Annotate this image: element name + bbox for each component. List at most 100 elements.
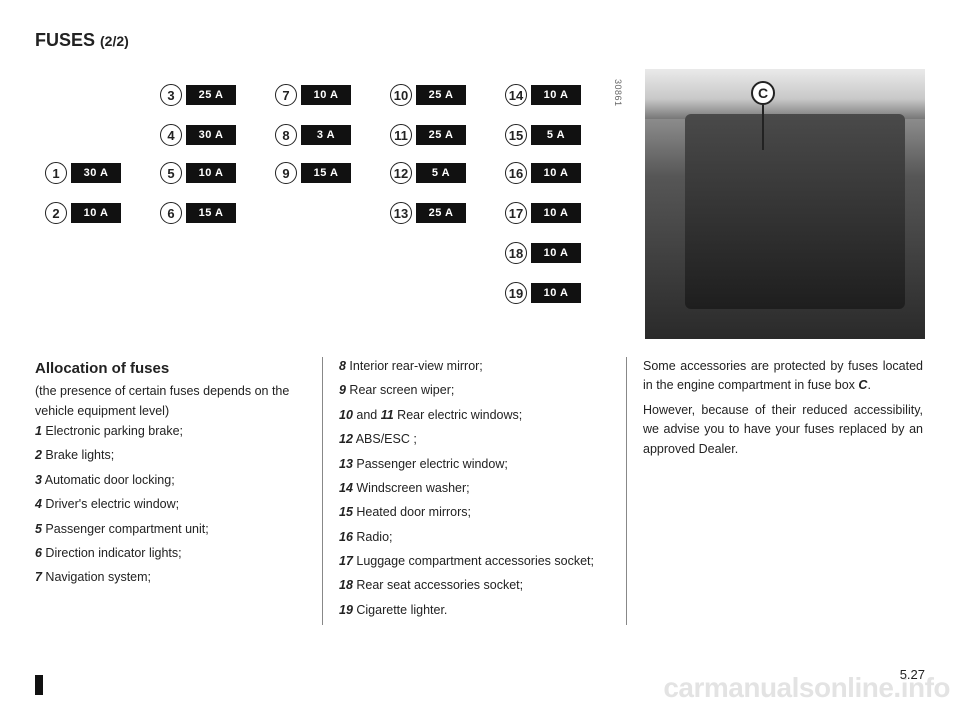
fuse-number-circle: 9 xyxy=(275,162,297,184)
fuse-desc-line: 9 Rear screen wiper; xyxy=(339,381,616,400)
fuse-item: 1025 A xyxy=(390,84,466,106)
content-row: 30861 130 A210 A325 A430 A510 A615 A710 … xyxy=(35,69,925,339)
callout-c-line xyxy=(762,105,764,150)
callout-c: C xyxy=(751,81,775,105)
engine-inner xyxy=(685,114,905,309)
fuse-amp-box: 30 A xyxy=(71,163,121,183)
fuse-amp-box: 10 A xyxy=(531,163,581,183)
fuse-number-circle: 1 xyxy=(45,162,67,184)
fuse-number-circle: 19 xyxy=(505,282,527,304)
fuse-desc-line: 4 Driver's electric window; xyxy=(35,495,312,514)
fuse-amp-box: 25 A xyxy=(416,203,466,223)
col3-p1: Some accessories are protected by fuses … xyxy=(643,357,923,396)
title-main: FUSES xyxy=(35,30,100,50)
fuse-item: 510 A xyxy=(160,162,236,184)
fuse-number-circle: 6 xyxy=(160,202,182,224)
engine-hood xyxy=(645,69,925,119)
fuse-amp-box: 15 A xyxy=(301,163,351,183)
fuse-number-circle: 5 xyxy=(160,162,182,184)
fuse-item: 1325 A xyxy=(390,202,466,224)
manual-page: FUSES (2/2) 30861 130 A210 A325 A430 A51… xyxy=(0,0,960,710)
fuse-desc-line: 2 Brake lights; xyxy=(35,446,312,465)
fuse-desc-line: 18 Rear seat accessories socket; xyxy=(339,576,616,595)
fuse-amp-box: 5 A xyxy=(531,125,581,145)
fuse-number-circle: 17 xyxy=(505,202,527,224)
fuse-item: 325 A xyxy=(160,84,236,106)
column-2: 8 Interior rear-view mirror; 9 Rear scree… xyxy=(339,357,627,625)
fuse-amp-box: 3 A xyxy=(301,125,351,145)
fuse-amp-box: 10 A xyxy=(531,203,581,223)
fuse-item: 155 A xyxy=(505,124,581,146)
fuse-desc-line: 16 Radio; xyxy=(339,528,616,547)
fuse-item: 1710 A xyxy=(505,202,581,224)
fuse-number-circle: 10 xyxy=(390,84,412,106)
fuse-desc-line: 6 Direction indicator lights; xyxy=(35,544,312,563)
fuse-item: 1410 A xyxy=(505,84,581,106)
footer-bar xyxy=(35,675,43,695)
fuse-item: 430 A xyxy=(160,124,236,146)
fuse-grid: 130 A210 A325 A430 A510 A615 A710 A83 A9… xyxy=(45,69,615,339)
fuse-number-circle: 18 xyxy=(505,242,527,264)
allocation-title: Allocation of fuses xyxy=(35,357,312,380)
allocation-intro: (the presence of certain fuses depends o… xyxy=(35,382,312,421)
fuse-item: 615 A xyxy=(160,202,236,224)
column-3: Some accessories are protected by fuses … xyxy=(643,357,923,625)
fuse-item: 1610 A xyxy=(505,162,581,184)
fuse-desc-line: 5 Passenger compartment unit; xyxy=(35,520,312,539)
fuse-desc-line: 13 Passenger electric window; xyxy=(339,455,616,474)
fuse-item: 210 A xyxy=(45,202,121,224)
fuse-amp-box: 10 A xyxy=(301,85,351,105)
fuse-number-circle: 15 xyxy=(505,124,527,146)
fuse-desc-line: 14 Windscreen washer; xyxy=(339,479,616,498)
fuse-number-circle: 4 xyxy=(160,124,182,146)
fuse-item: 83 A xyxy=(275,124,351,146)
col3-p1a: Some accessories are protected by fuses … xyxy=(643,359,923,392)
fuse-item: 1810 A xyxy=(505,242,581,264)
col3-p2: However, because of their reduced access… xyxy=(643,401,923,459)
col2-items: 8 Interior rear-view mirror; 9 Rear scree… xyxy=(339,357,616,620)
col1-items: 1 Electronic parking brake; 2 Brake light… xyxy=(35,422,312,588)
fuse-number-circle: 12 xyxy=(390,162,412,184)
page-title: FUSES (2/2) xyxy=(35,30,925,51)
fuse-number-circle: 14 xyxy=(505,84,527,106)
fuse-desc-line: 12 ABS/ESC ; xyxy=(339,430,616,449)
fuse-item: 1125 A xyxy=(390,124,466,146)
fuse-number-circle: 7 xyxy=(275,84,297,106)
fuse-amp-box: 25 A xyxy=(186,85,236,105)
fuse-amp-box: 10 A xyxy=(531,283,581,303)
fuse-item: 710 A xyxy=(275,84,351,106)
fuse-amp-box: 15 A xyxy=(186,203,236,223)
engine-photo: 28446 C xyxy=(645,69,925,339)
watermark: carmanualsonline.info xyxy=(663,672,950,704)
fuse-item: 1910 A xyxy=(505,282,581,304)
fuse-number-circle: 11 xyxy=(390,124,412,146)
fuse-amp-box: 10 A xyxy=(186,163,236,183)
fuse-amp-box: 5 A xyxy=(416,163,466,183)
fuse-desc-line: 8 Interior rear-view mirror; xyxy=(339,357,616,376)
callout-c-circle: C xyxy=(751,81,775,105)
fuse-desc-line: 17 Luggage compartment accessories socke… xyxy=(339,552,616,571)
fuse-desc-line: 3 Automatic door locking; xyxy=(35,471,312,490)
fuse-amp-box: 25 A xyxy=(416,125,466,145)
fuse-amp-box: 10 A xyxy=(71,203,121,223)
fuse-desc-line: 1 Electronic parking brake; xyxy=(35,422,312,441)
fuse-desc-line: 10 and 11 Rear electric windows; xyxy=(339,406,616,425)
footer-marks xyxy=(35,675,55,695)
fuse-amp-box: 10 A xyxy=(531,85,581,105)
fuse-number-circle: 2 xyxy=(45,202,67,224)
fuse-desc-line: 15 Heated door mirrors; xyxy=(339,503,616,522)
fuse-amp-box: 10 A xyxy=(531,243,581,263)
fuse-number-circle: 16 xyxy=(505,162,527,184)
fuse-desc-line: 19 Cigarette lighter. xyxy=(339,601,616,620)
fuse-number-circle: 3 xyxy=(160,84,182,106)
text-columns: Allocation of fuses (the presence of cer… xyxy=(35,357,925,625)
fuse-item: 130 A xyxy=(45,162,121,184)
fuse-item: 125 A xyxy=(390,162,466,184)
fuse-desc-line: 7 Navigation system; xyxy=(35,568,312,587)
fuse-number-circle: 8 xyxy=(275,124,297,146)
footer-bar xyxy=(47,675,55,695)
fuse-number-circle: 13 xyxy=(390,202,412,224)
col3-p1c: . xyxy=(867,378,870,392)
column-1: Allocation of fuses (the presence of cer… xyxy=(35,357,323,625)
fuse-amp-box: 25 A xyxy=(416,85,466,105)
